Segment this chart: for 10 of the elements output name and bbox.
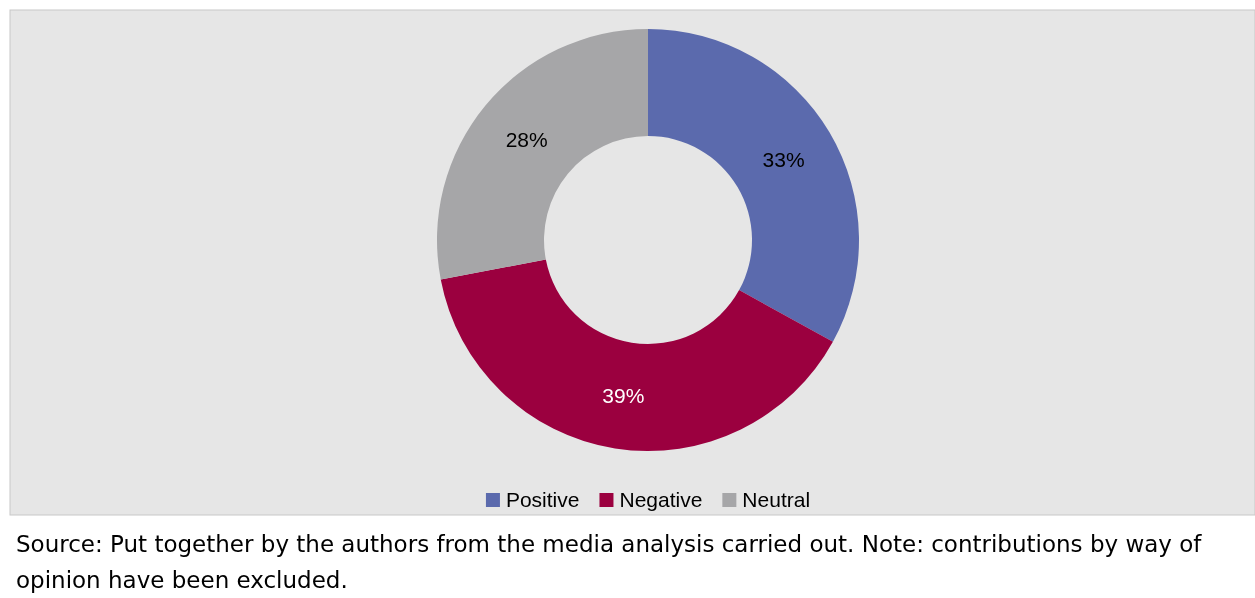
legend-label: Positive [505, 488, 580, 512]
data-label: 39% [602, 383, 645, 407]
source-note: Source: Put together by the authors from the media analysis carried out. Note: contributions by way of opinion have been excluded. [16, 530, 1203, 595]
donut-slice [440, 259, 833, 451]
data-label: 33% [762, 148, 805, 172]
legend-label: Neutral [742, 488, 811, 512]
legend-label: Negative [619, 488, 703, 512]
donut-slice [648, 29, 859, 342]
donut-slice [437, 29, 648, 280]
data-label: 28% [505, 127, 548, 151]
